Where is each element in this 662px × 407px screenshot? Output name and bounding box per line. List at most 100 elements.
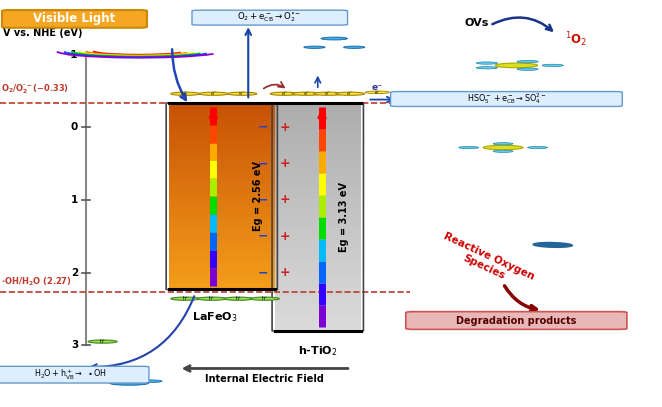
Circle shape [344, 46, 365, 48]
Bar [169, 162, 275, 165]
Text: $\mathbf{O_2/O_2^{\bullet-}(-0.33)}$: $\mathbf{O_2/O_2^{\bullet-}(-0.33)}$ [1, 83, 69, 96]
Bar [169, 175, 275, 177]
Bar [169, 171, 275, 175]
Bar [275, 153, 361, 156]
Bar [169, 258, 275, 261]
Bar [275, 141, 361, 145]
FancyBboxPatch shape [2, 10, 147, 28]
Bar [169, 206, 275, 209]
Text: e⁻: e⁻ [211, 91, 217, 96]
Text: +: + [279, 193, 290, 206]
Bar [275, 187, 361, 190]
Text: Eg = 2.56 eV: Eg = 2.56 eV [253, 161, 263, 231]
Text: +: + [279, 157, 290, 170]
Bar [275, 247, 361, 251]
Bar [169, 177, 275, 181]
Circle shape [197, 297, 226, 300]
Bar [169, 153, 275, 156]
Text: -1: -1 [67, 50, 78, 59]
Bar [275, 243, 361, 247]
Bar [275, 107, 361, 111]
Bar [275, 156, 361, 160]
Text: e⁻: e⁻ [325, 91, 332, 96]
Bar [275, 289, 361, 293]
Bar [169, 265, 275, 267]
Bar [169, 202, 275, 206]
Text: h-TiO$_2$: h-TiO$_2$ [298, 344, 338, 358]
Bar [275, 217, 361, 221]
Bar [275, 255, 361, 259]
Text: Eg = 3.13 eV: Eg = 3.13 eV [339, 182, 350, 252]
Text: e⁻: e⁻ [347, 91, 354, 96]
Bar [275, 312, 361, 315]
Bar [275, 179, 361, 183]
Bar [169, 184, 275, 187]
Bar [169, 224, 275, 227]
Circle shape [96, 380, 120, 383]
Circle shape [224, 297, 253, 300]
Bar [275, 319, 361, 323]
Bar [275, 160, 361, 164]
Bar [169, 187, 275, 190]
Bar [275, 168, 361, 171]
Bar [169, 147, 275, 150]
Bar [169, 234, 275, 236]
Bar [169, 286, 275, 289]
Bar [169, 131, 275, 134]
Bar [275, 145, 361, 149]
Circle shape [517, 61, 538, 63]
Bar [169, 109, 275, 112]
Bar [169, 243, 275, 246]
Bar [275, 263, 361, 266]
Bar [275, 225, 361, 228]
Bar [275, 183, 361, 187]
Text: +: + [279, 266, 290, 279]
Bar [169, 137, 275, 140]
Bar [275, 164, 361, 168]
Bar [169, 159, 275, 162]
Bar [169, 236, 275, 240]
FancyBboxPatch shape [391, 92, 622, 107]
Bar [169, 209, 275, 212]
Circle shape [336, 92, 365, 95]
Text: Reactive Oxygen
Species: Reactive Oxygen Species [437, 231, 536, 293]
Text: e⁻: e⁻ [375, 90, 380, 95]
Text: Internal Electric Field: Internal Electric Field [205, 374, 324, 384]
Bar [169, 246, 275, 249]
Bar [275, 304, 361, 308]
Text: −: − [258, 193, 268, 206]
Text: h⁺: h⁺ [235, 296, 242, 301]
Text: h⁺: h⁺ [99, 339, 106, 344]
Bar [275, 137, 361, 141]
Text: $\mathrm{H_2O + h^+_{VB} \rightarrow\ \bullet OH}$: $\mathrm{H_2O + h^+_{VB} \rightarrow\ \b… [34, 368, 107, 382]
Bar [169, 128, 275, 131]
Circle shape [292, 92, 321, 95]
Text: h⁺: h⁺ [182, 296, 189, 301]
Bar [169, 215, 275, 218]
Circle shape [517, 68, 538, 70]
Text: OVs: OVs [465, 18, 489, 28]
Bar [275, 190, 361, 194]
Bar [169, 283, 275, 286]
Bar [275, 236, 361, 240]
Bar [275, 198, 361, 202]
Bar [169, 227, 275, 230]
Bar [169, 212, 275, 215]
Circle shape [88, 340, 117, 343]
Circle shape [171, 92, 200, 95]
Circle shape [199, 92, 228, 95]
Bar [275, 278, 361, 281]
Text: h⁺: h⁺ [261, 296, 268, 301]
Bar [275, 149, 361, 153]
Bar [169, 156, 275, 159]
Bar [169, 165, 275, 168]
Text: LaFeO$_3$: LaFeO$_3$ [193, 310, 238, 324]
Bar [275, 308, 361, 312]
FancyBboxPatch shape [192, 10, 348, 25]
Bar [275, 175, 361, 179]
Bar [275, 171, 361, 175]
Circle shape [365, 91, 389, 94]
Bar [169, 249, 275, 252]
Circle shape [495, 63, 538, 68]
Text: −: − [258, 266, 268, 279]
